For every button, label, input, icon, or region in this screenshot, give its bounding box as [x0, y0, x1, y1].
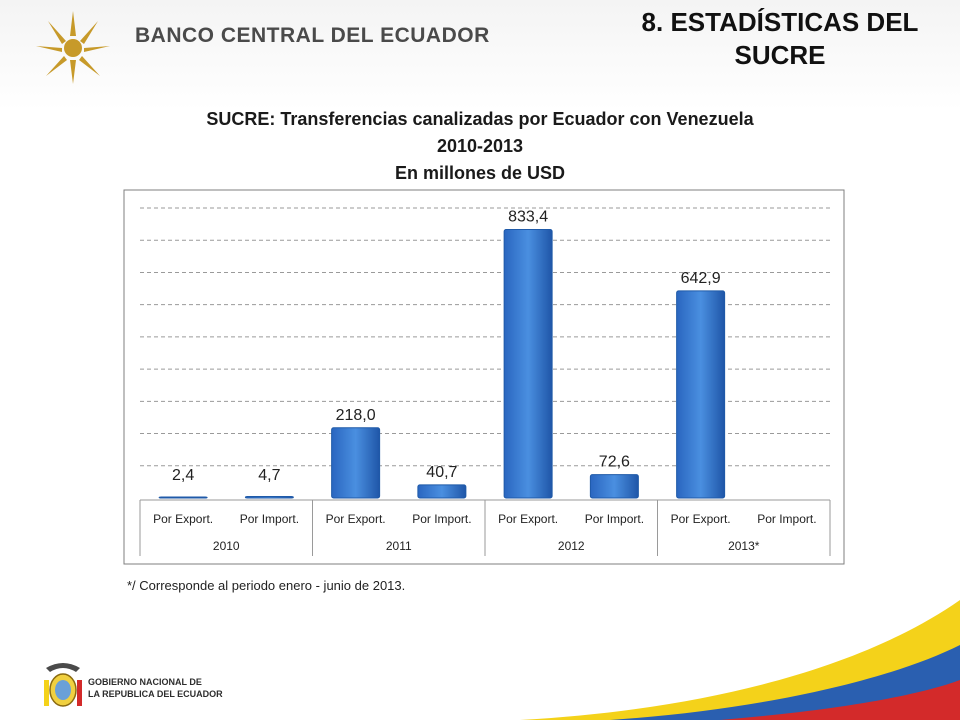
- data-label-4: 833,4: [508, 208, 548, 225]
- bar-2: [331, 427, 381, 499]
- category-label-7: Por Import.: [757, 512, 816, 526]
- category-label-6: Por Export.: [671, 512, 731, 526]
- gov-line1: GOBIERNO NACIONAL DE: [88, 677, 202, 687]
- header-band: [0, 0, 960, 110]
- bar-6: [676, 290, 726, 499]
- bar-3: [417, 484, 467, 499]
- government-emblem-icon: [44, 663, 82, 707]
- chart-title-block: SUCRE: Transferencias canalizadas por Ec…: [120, 106, 840, 187]
- chart-title: SUCRE: Transferencias canalizadas por Ec…: [206, 109, 754, 129]
- chart-subtitle: 2010-2013: [436, 136, 524, 156]
- data-label-0: 2,4: [172, 467, 194, 484]
- bar-5: [589, 474, 639, 499]
- bars: [158, 228, 726, 499]
- group-label-3: 2013*: [728, 539, 760, 553]
- chart-frame: [123, 189, 845, 565]
- bank-emblem-icon: [36, 11, 110, 84]
- category-label-4: Por Export.: [498, 512, 558, 526]
- group-label-2: 2012: [558, 539, 585, 553]
- data-label-2: 218,0: [336, 407, 376, 424]
- chart-units: En millones de USD: [394, 163, 566, 183]
- government-name: GOBIERNO NACIONAL DE LA REPUBLICA DEL EC…: [88, 676, 223, 700]
- data-label-3: 40,7: [426, 464, 457, 481]
- footnote: */ Corresponde al periodo enero - junio …: [127, 578, 406, 593]
- category-label-0: Por Export.: [153, 512, 213, 526]
- group-label-1: 2011: [386, 539, 412, 553]
- data-label-1: 4,7: [258, 467, 280, 484]
- category-label-1: Por Import.: [240, 512, 299, 526]
- data-label-5: 72,6: [599, 454, 630, 471]
- bar-0: [158, 496, 208, 499]
- category-label-5: Por Import.: [585, 512, 644, 526]
- category-label-2: Por Export.: [326, 512, 386, 526]
- slide-title-line2: SUCRE: [734, 40, 826, 70]
- flag-waves-decoration: [520, 600, 960, 720]
- group-label-0: 2010: [213, 539, 240, 553]
- slide-title: 8. ESTADÍSTICAS DEL SUCRE: [620, 6, 940, 72]
- slide-title-line1: 8. ESTADÍSTICAS DEL: [641, 7, 919, 37]
- bank-name: BANCO CENTRAL DEL ECUADOR: [135, 24, 490, 47]
- data-label-6: 642,9: [681, 270, 721, 287]
- category-label-3: Por Import.: [412, 512, 471, 526]
- category-axis: Por Export. Por Import. Por Export. Por Imp…: [139, 499, 831, 556]
- data-labels: 2,4 4,7 218,0 40,7 833,4 72,6 642,9: [172, 208, 721, 484]
- gov-line2: LA REPUBLICA DEL ECUADOR: [88, 689, 223, 699]
- bar-1: [244, 495, 294, 499]
- bar-4: [503, 228, 553, 499]
